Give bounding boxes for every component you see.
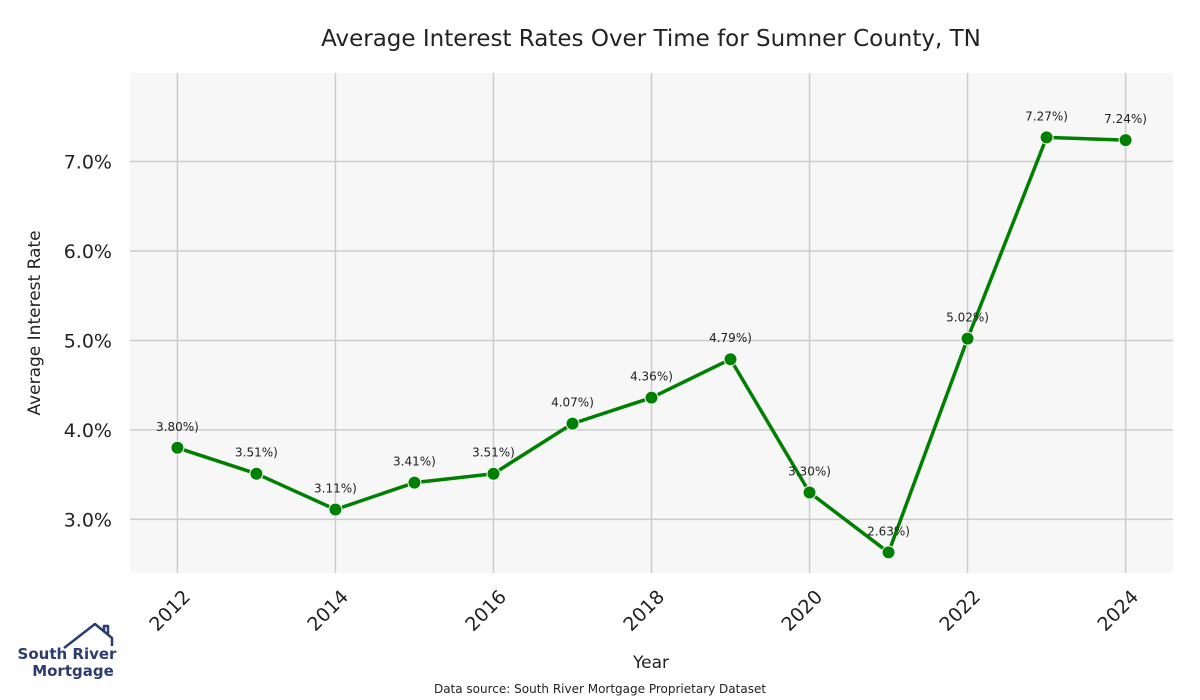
x-tick-label: 2014 (303, 586, 353, 636)
data-point (170, 440, 185, 455)
data-label: 7.27%) (1025, 109, 1068, 123)
data-point (960, 331, 975, 346)
data-labels: 3.80%) 3.51%) 3.11%) 3.41%) 3.51%) 4.07%) 4.36… (156, 109, 1147, 538)
data-label: 4.79%) (709, 331, 752, 345)
data-label: 3.30%) (788, 464, 831, 478)
y-tick-label: 3.0% (64, 509, 112, 531)
logo-line2: Mortgage (32, 662, 114, 680)
data-point (486, 466, 501, 481)
x-axis-ticks: 2012 2014 2016 2018 2020 2022 2024 (145, 586, 1143, 636)
x-axis-label: Year (632, 653, 669, 673)
data-point (1039, 130, 1054, 145)
data-label: 3.41%) (393, 455, 436, 469)
logo-line1: South River (18, 645, 118, 663)
data-point (723, 352, 738, 367)
y-tick-label: 6.0% (64, 241, 112, 263)
x-tick-label: 2016 (461, 586, 511, 636)
data-label: 4.07%) (551, 396, 594, 410)
y-axis-label: Average Interest Rate (25, 230, 45, 415)
house-roof-icon (63, 622, 114, 649)
x-tick-label: 2012 (145, 586, 195, 636)
data-label: 3.51%) (235, 446, 278, 460)
data-label: 3.51%) (472, 446, 515, 460)
data-label: 3.80%) (156, 420, 199, 434)
x-tick-label: 2022 (935, 586, 985, 636)
data-point (802, 485, 817, 500)
data-point (565, 416, 580, 431)
data-points (170, 130, 1133, 560)
data-source-note: Data source: South River Mortgage Propri… (434, 682, 766, 696)
data-point (328, 502, 343, 517)
data-point (644, 390, 659, 405)
x-tick-label: 2018 (619, 586, 669, 636)
y-axis-ticks: 3.0% 4.0% 5.0% 6.0% 7.0% (64, 152, 112, 532)
chart-title: Average Interest Rates Over Time for Sum… (321, 26, 981, 52)
data-label: 7.24%) (1104, 112, 1147, 126)
data-point (1118, 133, 1133, 148)
y-tick-label: 4.0% (64, 420, 112, 442)
y-tick-label: 5.0% (64, 330, 112, 352)
x-tick-label: 2020 (777, 586, 827, 636)
data-point (249, 466, 264, 481)
data-point (881, 545, 896, 560)
y-tick-label: 7.0% (64, 152, 112, 174)
data-label: 2.63%) (867, 524, 910, 538)
x-tick-label: 2024 (1093, 586, 1143, 636)
data-label: 3.11%) (314, 481, 357, 495)
data-point (407, 475, 422, 490)
data-label: 5.02%) (946, 311, 989, 325)
logo: South River Mortgage (18, 622, 118, 680)
data-label: 4.36%) (630, 370, 673, 384)
